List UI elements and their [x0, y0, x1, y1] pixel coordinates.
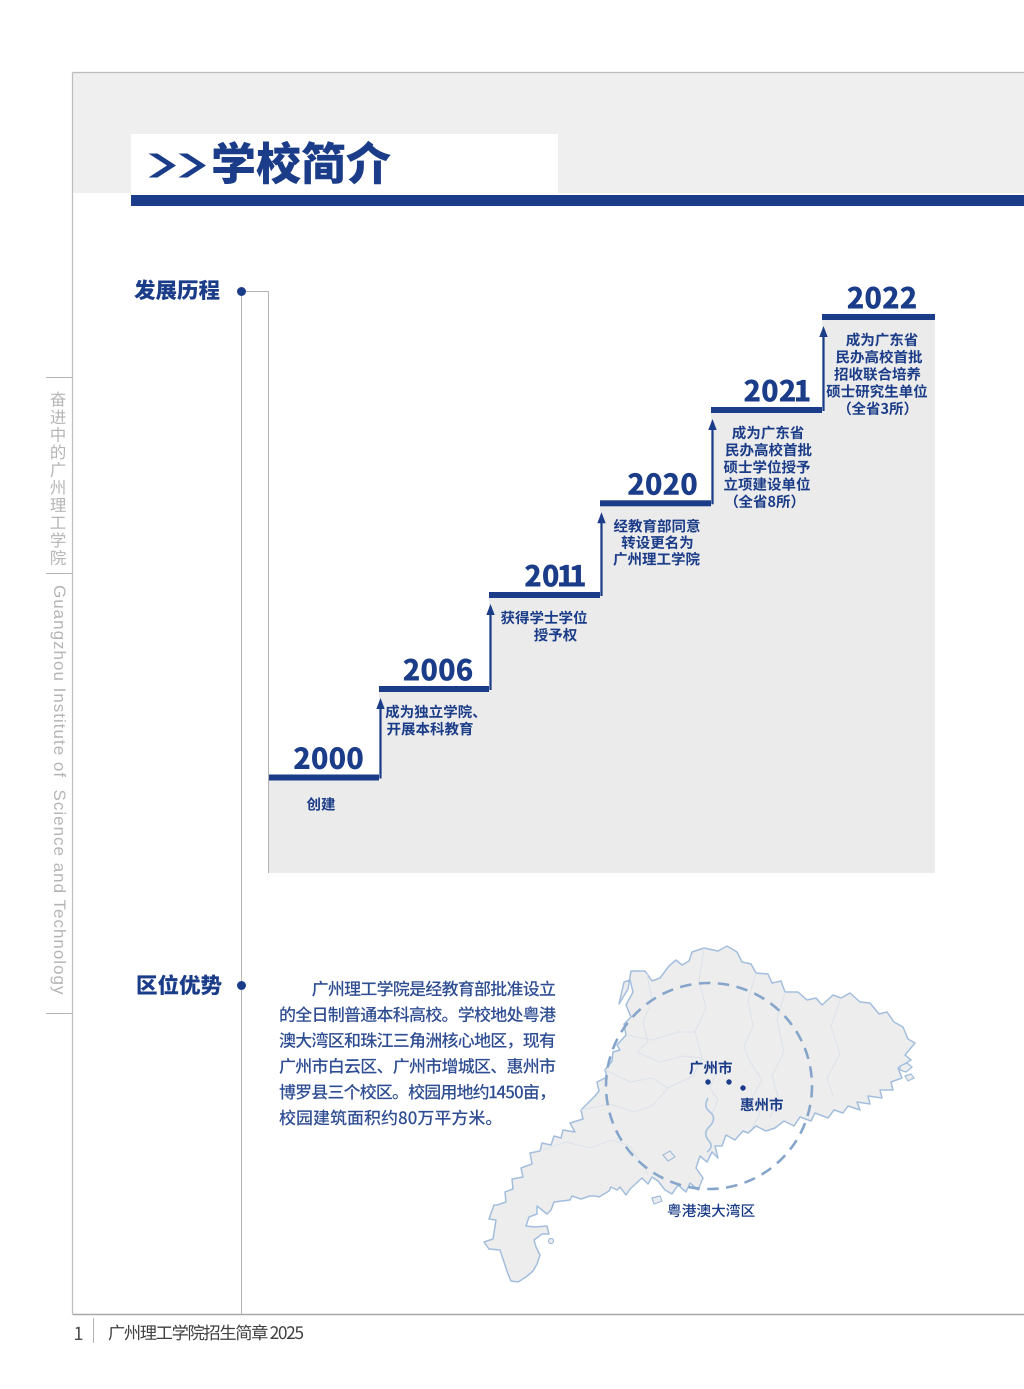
svg-text:Guangzhou Institute of Scienc: Guangzhou Institute of Science and Techn… [50, 585, 69, 996]
